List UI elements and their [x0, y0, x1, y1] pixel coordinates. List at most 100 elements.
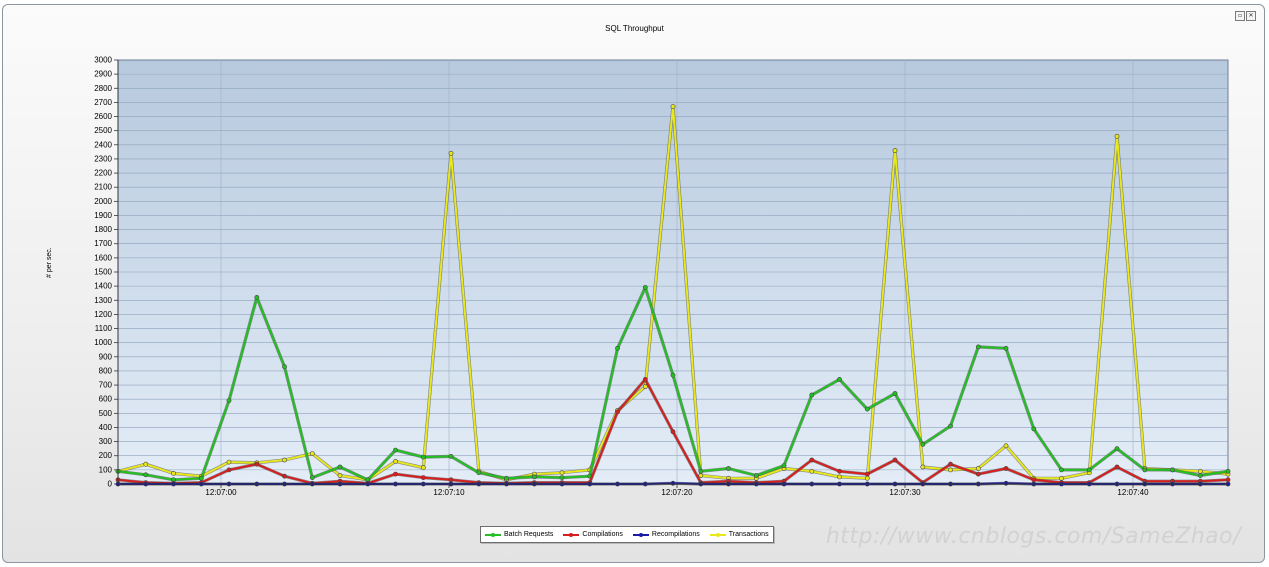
data-point — [809, 468, 815, 474]
y-tick-label: 600 — [99, 395, 113, 404]
y-tick-label: 2800 — [94, 84, 112, 93]
data-point — [948, 467, 953, 473]
y-tick-label: 0 — [108, 480, 113, 489]
data-point — [476, 470, 482, 476]
y-tick-label: 2700 — [94, 98, 112, 107]
data-point — [1086, 467, 1092, 473]
data-point — [837, 376, 842, 382]
data-point — [309, 475, 315, 480]
x-tick-label: 12:07:20 — [661, 488, 693, 497]
x-tick-label: 12:07:30 — [889, 488, 921, 497]
data-point — [282, 364, 287, 370]
series-transactions — [115, 104, 1231, 483]
data-point — [948, 461, 953, 467]
chart-title: SQL Throughput — [605, 24, 664, 33]
data-point — [670, 480, 676, 486]
data-point — [837, 468, 842, 474]
y-tick-label: 1600 — [94, 253, 112, 262]
y-tick-label: 2600 — [94, 112, 112, 121]
restore-icon[interactable]: ▫ — [1235, 11, 1245, 21]
y-tick-label: 800 — [99, 366, 113, 375]
y-tick-label: 400 — [99, 423, 113, 432]
data-point — [1197, 473, 1203, 478]
data-point — [420, 454, 426, 460]
data-point — [892, 391, 898, 396]
y-tick-label: 2400 — [94, 140, 112, 149]
data-point — [670, 372, 676, 378]
data-point — [1114, 464, 1120, 470]
legend-label: Compilations — [582, 531, 623, 538]
y-tick-label: 1700 — [94, 239, 112, 248]
data-point — [337, 473, 343, 478]
data-point — [615, 409, 620, 415]
data-point — [309, 451, 315, 456]
data-point — [726, 466, 731, 471]
legend-item-recompilations: Recompilations — [632, 531, 700, 538]
data-point — [531, 474, 537, 480]
y-tick-label: 1200 — [94, 310, 112, 319]
y-tick-label: 1100 — [95, 324, 113, 333]
legend-swatch — [563, 532, 580, 538]
legend-label: Transactions — [728, 531, 769, 538]
y-tick-label: 2000 — [94, 197, 112, 206]
y-tick-label: 1000 — [94, 338, 112, 347]
y-tick-label: 100 — [99, 465, 113, 474]
data-point — [837, 474, 842, 480]
data-point — [1225, 468, 1231, 474]
y-tick-label: 2200 — [94, 169, 112, 178]
data-point — [448, 453, 454, 459]
y-tick-label: 3000 — [94, 56, 112, 65]
data-point — [337, 464, 343, 470]
data-point — [948, 423, 953, 429]
data-point — [254, 461, 260, 467]
watermark: http://www.cnblogs.com/SameZhao/ — [825, 524, 1241, 549]
data-point — [420, 465, 426, 471]
data-point — [559, 470, 565, 476]
data-point — [1059, 475, 1064, 481]
data-point — [1114, 133, 1120, 139]
data-point — [1170, 467, 1175, 473]
data-point — [975, 471, 981, 477]
data-point — [892, 148, 898, 153]
x-tick-label: 12:07:10 — [433, 488, 465, 497]
close-icon[interactable]: ✕ — [1246, 11, 1256, 21]
data-point — [670, 429, 676, 435]
series-batch-requests — [115, 285, 1231, 483]
legend: Batch Requests Compilations Recompilations… — [480, 526, 774, 543]
y-tick-label: 700 — [99, 381, 113, 390]
legend-item-batch-requests: Batch Requests — [485, 531, 553, 538]
data-point — [1031, 477, 1037, 483]
legend-item-transactions: Transactions — [709, 531, 769, 538]
data-point — [753, 473, 759, 478]
data-point — [226, 398, 232, 403]
data-point — [670, 104, 676, 109]
data-point — [1225, 477, 1231, 483]
data-point — [615, 345, 620, 351]
y-tick-label: 1300 — [94, 296, 112, 305]
data-point — [171, 470, 176, 476]
data-point — [504, 475, 509, 481]
data-point — [642, 376, 648, 382]
data-point — [393, 447, 398, 453]
y-tick-label: 200 — [99, 451, 113, 460]
y-tick-label: 900 — [99, 352, 113, 361]
y-tick-label: 2900 — [94, 70, 112, 79]
data-point — [1197, 468, 1203, 474]
data-point — [282, 457, 287, 463]
data-point — [1031, 426, 1037, 432]
y-tick-label: 2100 — [94, 183, 112, 192]
y-tick-label: 1900 — [94, 211, 112, 220]
legend-swatch — [709, 532, 726, 538]
data-point — [1003, 466, 1009, 471]
data-point — [393, 471, 398, 477]
data-point — [809, 457, 815, 463]
y-tick-label: 2300 — [94, 154, 112, 163]
legend-label: Recompilations — [651, 531, 700, 538]
x-tick-label: 12:07:40 — [1117, 488, 1149, 497]
y-tick-label: 2500 — [94, 126, 112, 135]
data-point — [1142, 467, 1148, 473]
data-point — [254, 294, 260, 300]
data-point — [1003, 443, 1009, 449]
gridlines — [118, 60, 1228, 484]
